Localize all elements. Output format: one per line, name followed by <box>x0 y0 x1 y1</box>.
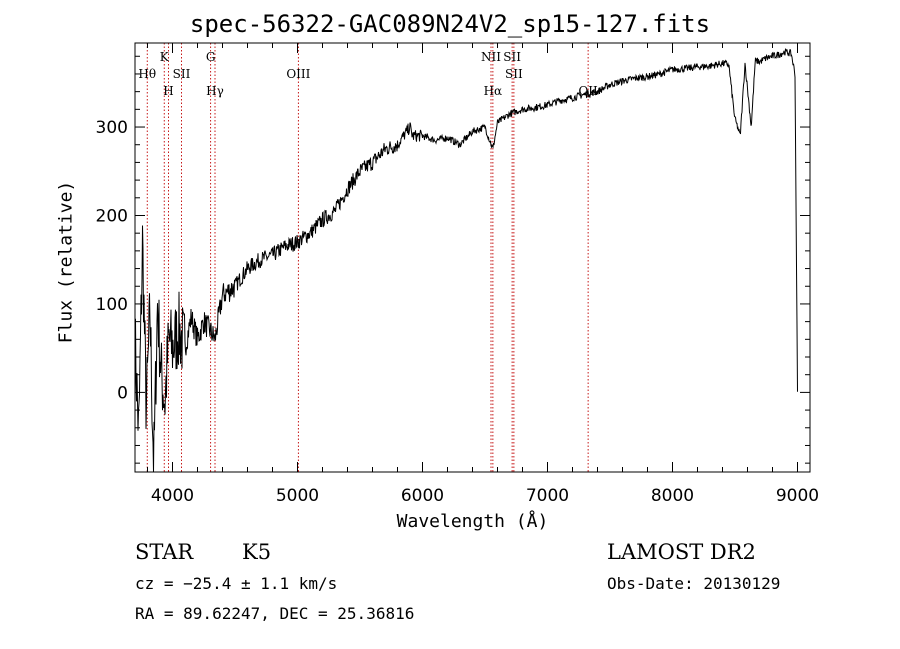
line-label-0: Hθ <box>138 67 156 81</box>
y-tick-label-1: 100 <box>96 295 128 315</box>
line-label-10: SII <box>505 67 523 81</box>
line-label-5: Hγ <box>206 84 224 98</box>
x-axis-label: Wavelength (Å) <box>396 511 549 532</box>
line-label-3: SII <box>173 67 191 81</box>
spectrum-line <box>134 48 798 473</box>
chart-title: spec-56322-GAC089N24V2_sp15-127.fits <box>189 10 711 38</box>
y-tick-label-0: 0 <box>117 383 128 403</box>
line-label-7: NII <box>481 50 501 64</box>
line-label-2: H <box>163 84 173 98</box>
y-tick-label-3: 300 <box>96 118 128 138</box>
coordinates: RA = 89.62247, DEC = 25.36816 <box>135 604 415 623</box>
emission-line-markers <box>146 43 589 472</box>
x-tick-label-2: 6000 <box>401 486 444 506</box>
x-tick-label-0: 4000 <box>151 486 194 506</box>
survey-name: LAMOST DR2 <box>607 540 756 564</box>
y-axis-label: Flux (relative) <box>55 180 77 344</box>
x-axis-ticks: 4000 5000 6000 7000 8000 9000 <box>147 43 819 506</box>
line-label-4: G <box>206 50 216 64</box>
object-subclass: K5 <box>242 540 272 564</box>
line-label-1: K <box>160 50 170 64</box>
line-label-6: OIII <box>286 67 310 81</box>
line-label-9: SII <box>503 50 521 64</box>
redshift-cz: cz = −25.4 ± 1.1 km/s <box>135 574 338 593</box>
x-tick-label-5: 9000 <box>776 486 819 506</box>
y-axis-ticks: 0 100 200 300 <box>96 55 810 464</box>
observation-date: Obs-Date: 20130129 <box>607 574 781 593</box>
x-tick-label-1: 5000 <box>276 486 319 506</box>
x-tick-label-4: 8000 <box>651 486 694 506</box>
object-class: STAR <box>135 540 194 564</box>
y-tick-label-2: 200 <box>96 206 128 226</box>
line-label-8: Hα <box>484 84 503 98</box>
x-tick-label-3: 7000 <box>526 486 569 506</box>
plot-frame <box>134 42 811 473</box>
